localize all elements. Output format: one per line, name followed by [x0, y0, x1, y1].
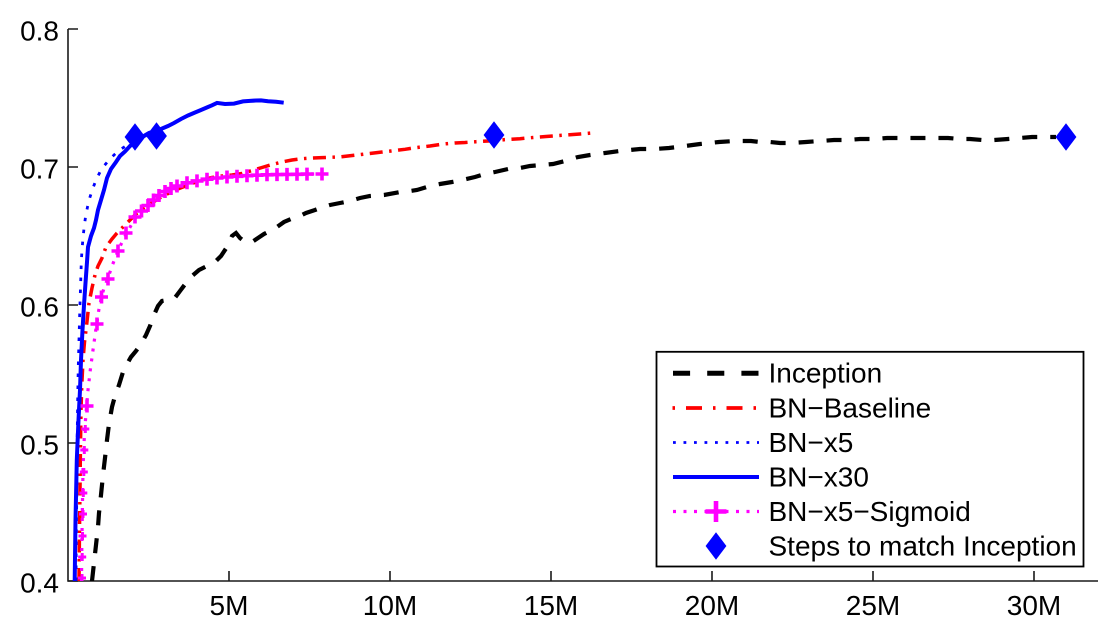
- svg-text:10M: 10M: [363, 590, 417, 621]
- svg-text:30M: 30M: [1007, 590, 1061, 621]
- svg-text:BN−x5: BN−x5: [769, 427, 854, 458]
- svg-text:BN−Baseline: BN−Baseline: [769, 392, 932, 423]
- svg-text:Steps to match Inception: Steps to match Inception: [769, 530, 1077, 561]
- svg-text:0.4: 0.4: [20, 567, 59, 598]
- svg-text:BN−x5−Sigmoid: BN−x5−Sigmoid: [769, 496, 971, 527]
- svg-text:15M: 15M: [524, 590, 578, 621]
- svg-text:0.7: 0.7: [20, 153, 59, 184]
- svg-text:Inception: Inception: [769, 358, 883, 389]
- svg-text:0.5: 0.5: [20, 429, 59, 460]
- svg-text:BN−x30: BN−x30: [769, 461, 869, 492]
- svg-text:25M: 25M: [846, 590, 900, 621]
- svg-text:0.8: 0.8: [20, 15, 59, 46]
- svg-text:0.6: 0.6: [20, 291, 59, 322]
- svg-text:20M: 20M: [685, 590, 739, 621]
- svg-text:5M: 5M: [210, 590, 249, 621]
